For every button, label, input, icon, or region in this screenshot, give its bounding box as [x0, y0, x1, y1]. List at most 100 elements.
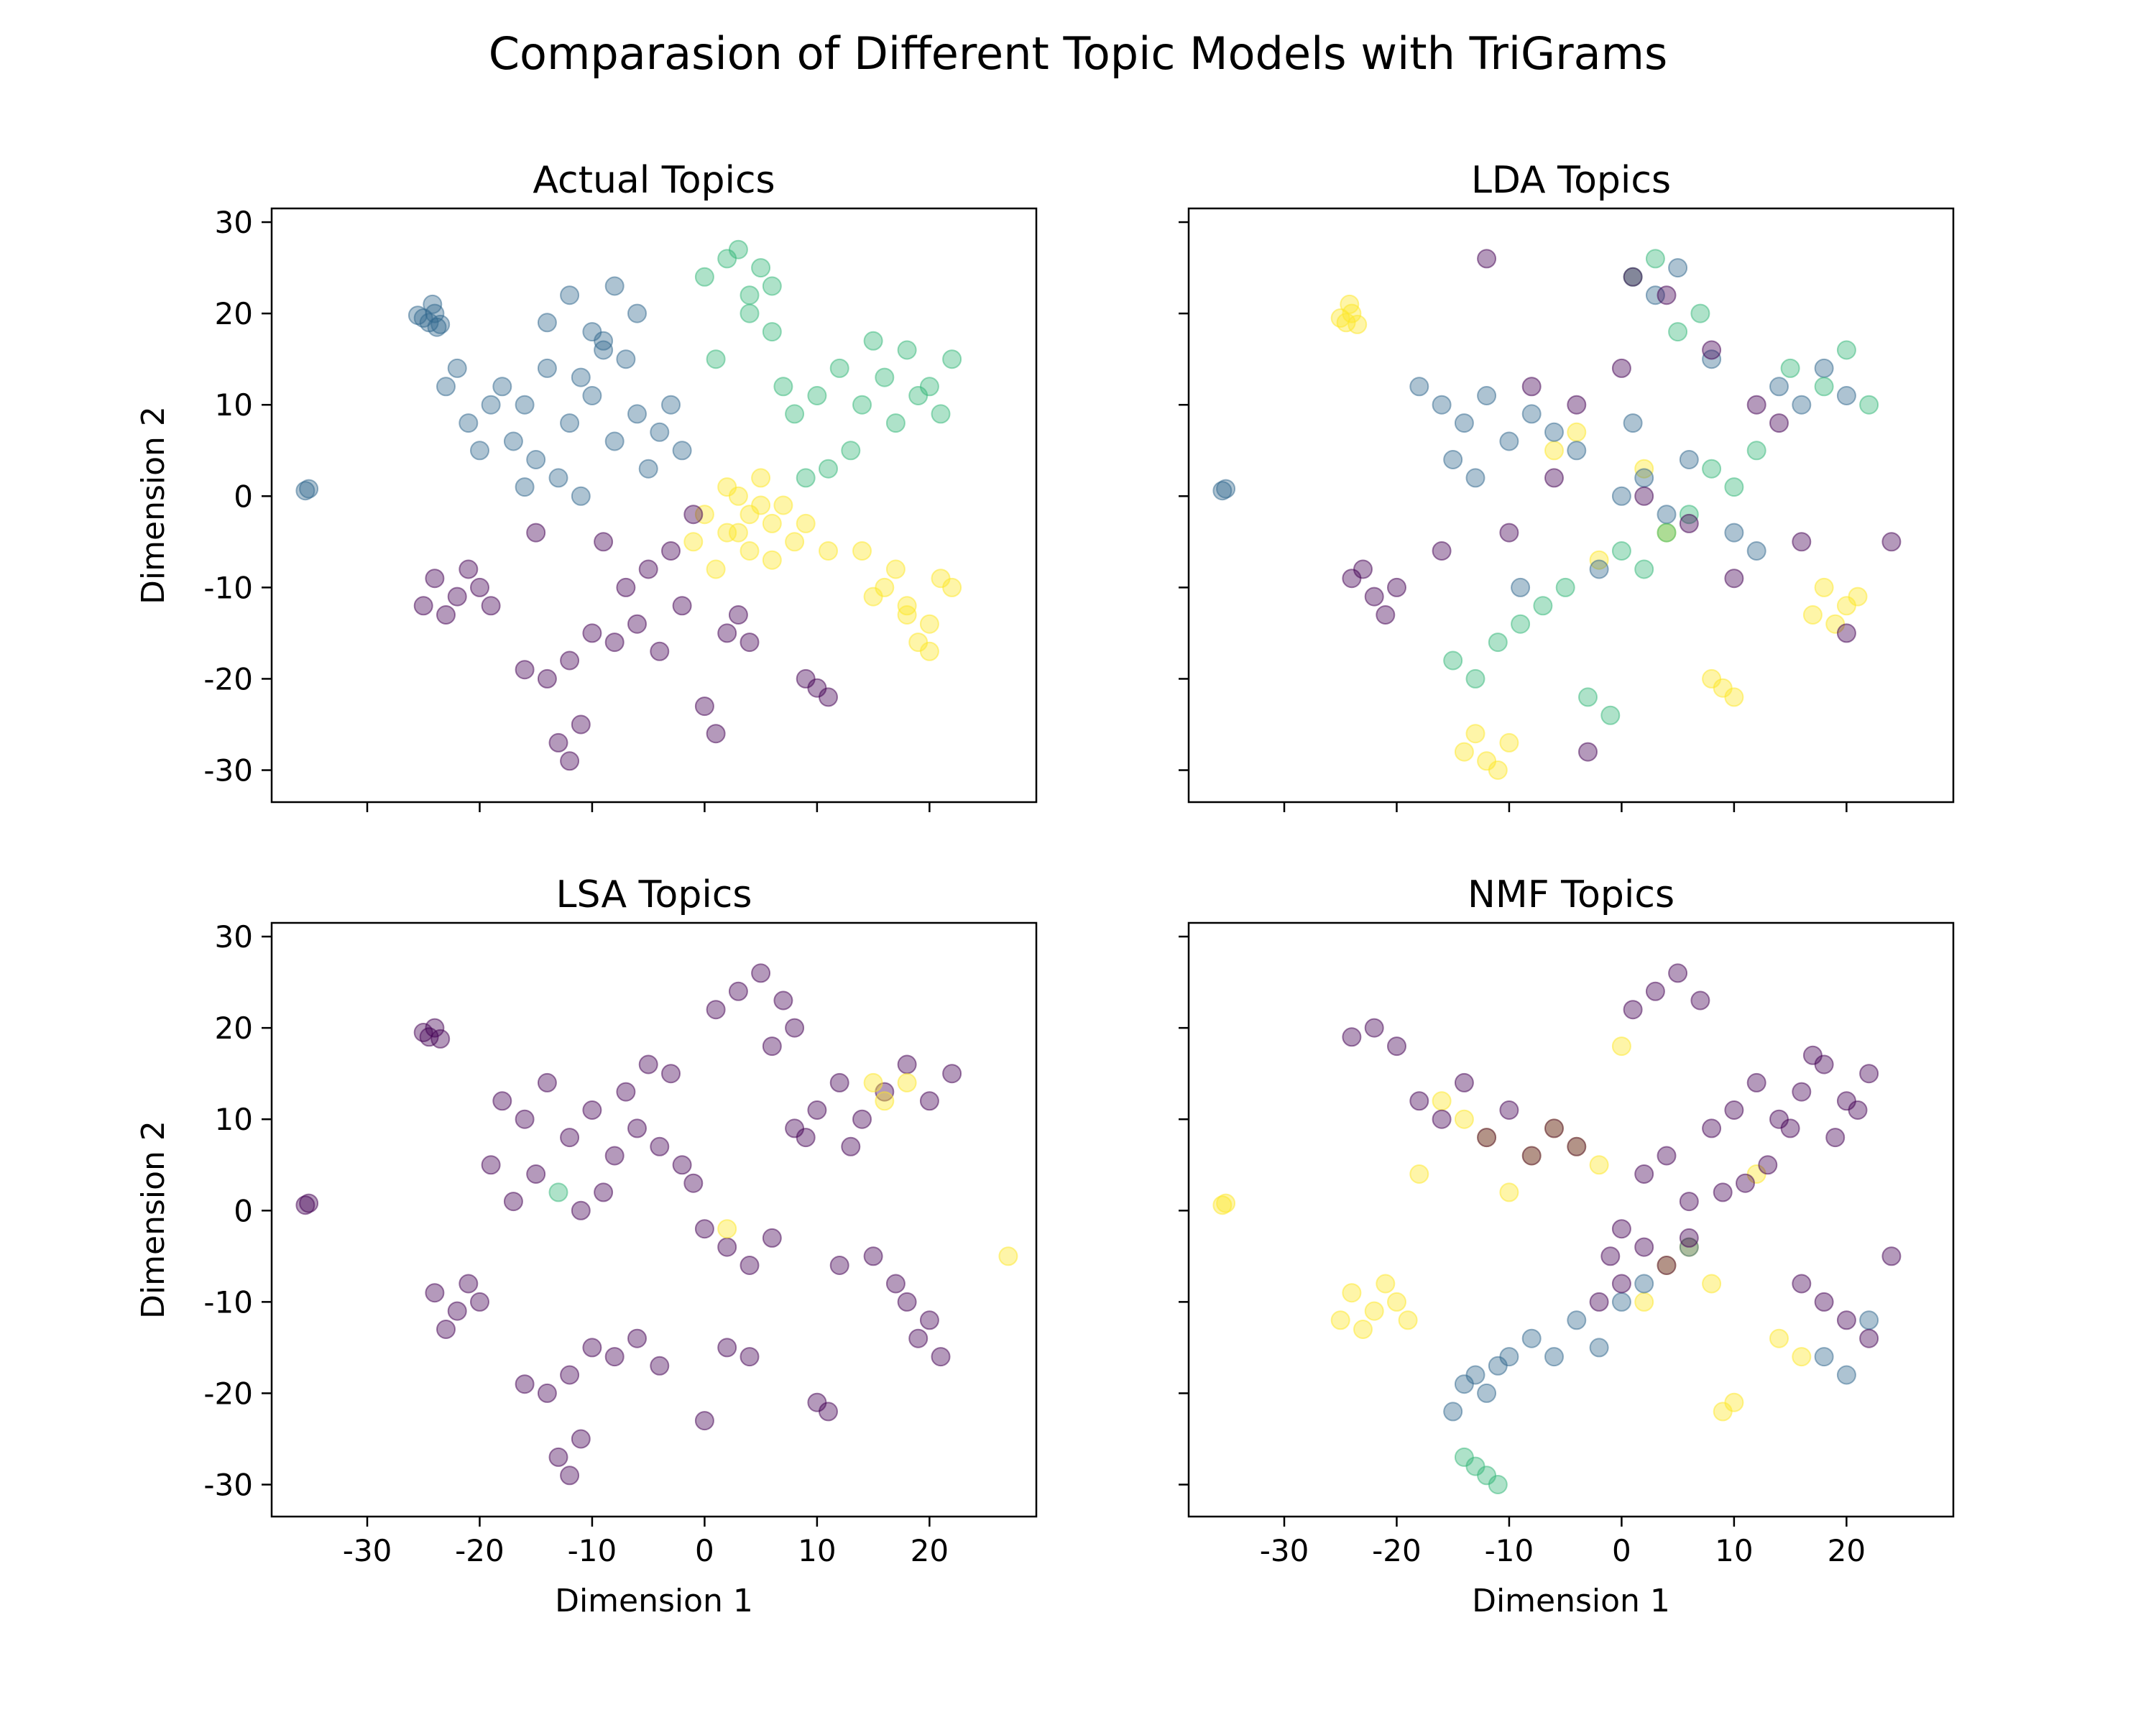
data-point [1567, 422, 1587, 442]
data-point [796, 513, 816, 533]
data-point [548, 1447, 568, 1467]
data-point [1589, 1338, 1609, 1358]
data-point [571, 1200, 591, 1220]
data-point [413, 1023, 433, 1042]
data-point [897, 1072, 917, 1092]
data-point [1589, 1155, 1609, 1175]
data-point [1848, 586, 1868, 607]
data-point [875, 367, 895, 387]
data-point [1836, 1365, 1856, 1385]
y-axis-label: Dimension 2 [135, 1121, 172, 1319]
data-point [582, 1338, 602, 1358]
y-tick-label: 0 [234, 479, 253, 514]
data-point [1634, 1164, 1654, 1184]
data-point [942, 349, 962, 369]
y-tick-label: -30 [203, 1468, 253, 1503]
data-point [931, 1347, 951, 1367]
data-point [1499, 1100, 1519, 1120]
data-point [762, 276, 782, 296]
data-point [604, 1146, 625, 1166]
x-tick-label: 10 [1715, 1533, 1753, 1568]
panel-lsa-topics: LSA Topics -30 -20 -10 0 10 20 30 20 10 0 -10 -20 -30… [135, 873, 1038, 1619]
data-point [1364, 1301, 1384, 1321]
axes-frame [270, 207, 1038, 804]
data-point [492, 377, 512, 397]
data-point [1859, 1310, 1879, 1330]
data-point [863, 1246, 883, 1266]
data-point [1702, 1118, 1722, 1138]
data-point [1657, 523, 1677, 543]
data-point [706, 349, 726, 369]
data-point [1668, 963, 1688, 983]
panel-title: NMF Topics [1468, 873, 1674, 916]
data-point [1409, 377, 1429, 397]
data-point [897, 340, 917, 360]
data-point [627, 1118, 647, 1138]
y-tick-label: 20 [215, 1011, 253, 1046]
x-tick-label: -30 [1260, 1533, 1309, 1568]
data-point [1746, 395, 1766, 415]
data-point [829, 358, 849, 378]
y-tick-label: 30 [215, 205, 253, 240]
y-tick-label: 10 [215, 387, 253, 423]
data-point [1746, 1072, 1766, 1092]
data-point [413, 596, 433, 616]
data-point [672, 441, 692, 461]
data-point [604, 431, 625, 451]
data-point [1376, 605, 1396, 625]
data-point [1713, 1402, 1733, 1422]
data-point [1409, 1091, 1429, 1111]
data-point [1859, 1328, 1879, 1348]
data-point [560, 1466, 580, 1486]
data-point [1836, 386, 1856, 405]
y-tick-label: -10 [203, 1284, 253, 1320]
data-point [515, 1374, 535, 1394]
data-point [1465, 724, 1485, 744]
data-point [571, 1429, 591, 1449]
data-point [548, 468, 568, 488]
data-point [407, 305, 428, 326]
data-point [875, 1091, 895, 1111]
data-point [796, 468, 816, 488]
data-point [1634, 1274, 1654, 1294]
data-point [1432, 395, 1452, 415]
data-point [1454, 1072, 1474, 1092]
data-point [728, 605, 748, 625]
data-point [1454, 413, 1474, 433]
figure-title: Comparasion of Different Topic Models wi… [489, 27, 1668, 80]
data-point [1814, 377, 1834, 397]
data-point [1769, 413, 1789, 433]
data-point [1679, 1192, 1699, 1212]
data-point [1645, 285, 1665, 305]
data-point [459, 559, 479, 579]
data-point [728, 523, 748, 543]
data-point [1348, 314, 1368, 334]
data-point [1409, 1164, 1429, 1184]
data-point [694, 1411, 714, 1431]
data-point [672, 596, 692, 616]
data-point [908, 1328, 929, 1348]
data-point [436, 377, 456, 397]
data-point [515, 477, 535, 497]
y-tick-label: -20 [203, 1376, 253, 1411]
data-point [1443, 650, 1463, 671]
data-point [1488, 632, 1508, 653]
data-point [841, 1136, 861, 1156]
data-point [1330, 1310, 1350, 1330]
data-point [1600, 705, 1621, 725]
data-point [560, 650, 580, 671]
x-tick-label: 20 [1828, 1533, 1866, 1568]
data-point [560, 1128, 580, 1148]
data-point [1657, 285, 1677, 305]
data-point [423, 294, 443, 314]
data-point [1792, 532, 1812, 552]
data-point [807, 1100, 827, 1120]
data-point [740, 1347, 760, 1367]
x-tick-label: -10 [1485, 1533, 1534, 1568]
data-point [863, 1072, 883, 1092]
data-point [1330, 308, 1350, 328]
data-point [762, 322, 782, 342]
data-point [594, 1182, 614, 1202]
data-point [1216, 1193, 1236, 1213]
